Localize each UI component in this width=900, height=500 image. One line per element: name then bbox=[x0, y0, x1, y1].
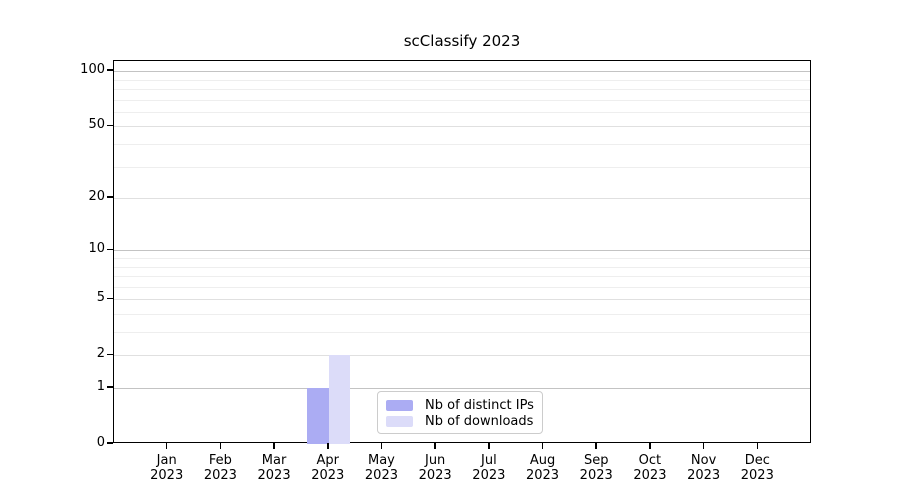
legend: Nb of distinct IPs Nb of downloads bbox=[377, 391, 543, 434]
gridline bbox=[114, 144, 810, 146]
x-tick-label: Jul 2023 bbox=[449, 453, 529, 483]
x-tick-year: 2023 bbox=[311, 468, 345, 483]
gridline bbox=[114, 126, 810, 128]
bar-nb-of-distinct-ips bbox=[307, 388, 329, 444]
y-tick-label: 0 bbox=[96, 435, 105, 450]
y-tick-label: 2 bbox=[96, 346, 105, 362]
x-tick bbox=[702, 443, 705, 449]
gridline bbox=[114, 266, 810, 268]
gridline bbox=[114, 198, 810, 200]
x-tick-label: May 2023 bbox=[341, 453, 421, 483]
gridline bbox=[114, 166, 810, 168]
x-tick-month: Feb bbox=[208, 453, 232, 468]
gridline bbox=[114, 111, 810, 113]
x-tick bbox=[219, 443, 222, 449]
x-tick-year: 2023 bbox=[203, 468, 237, 483]
y-tick-label: 1 bbox=[96, 379, 105, 394]
y-tick-label: 20 bbox=[88, 189, 105, 205]
x-tick-label: Jan 2023 bbox=[127, 453, 207, 483]
y-tick bbox=[107, 124, 113, 127]
x-tick-year: 2023 bbox=[150, 468, 184, 483]
x-tick-year: 2023 bbox=[418, 468, 452, 483]
x-tick-month: Dec bbox=[744, 453, 770, 468]
x-tick-month: Nov bbox=[690, 453, 717, 468]
x-tick-month: Jan bbox=[156, 453, 177, 468]
gridline bbox=[114, 313, 810, 315]
gridline bbox=[114, 89, 810, 91]
x-tick bbox=[756, 443, 759, 449]
legend-swatch-downloads bbox=[386, 415, 413, 427]
x-tick bbox=[595, 443, 597, 449]
gridline bbox=[114, 99, 810, 101]
x-tick-year: 2023 bbox=[525, 468, 560, 483]
legend-entry-distinct-ips: Nb of distinct IPs bbox=[386, 397, 534, 413]
x-tick-year: 2023 bbox=[740, 468, 774, 483]
x-tick bbox=[165, 443, 168, 449]
x-tick-label: Jun 2023 bbox=[395, 453, 475, 483]
x-tick-month: May bbox=[368, 453, 395, 468]
y-tick bbox=[107, 69, 113, 71]
x-tick-year: 2023 bbox=[257, 468, 291, 483]
gridline bbox=[114, 258, 810, 259]
x-tick-label: Mar 2023 bbox=[234, 453, 314, 483]
x-tick-month: Jun bbox=[424, 453, 446, 468]
plot-area bbox=[113, 60, 811, 444]
y-tick bbox=[107, 442, 113, 444]
x-tick-label: Apr 2023 bbox=[288, 453, 368, 483]
x-tick-year: 2023 bbox=[472, 468, 506, 483]
legend-label: Nb of distinct IPs bbox=[425, 397, 534, 413]
gridline bbox=[114, 355, 810, 357]
x-tick-label: Feb 2023 bbox=[180, 453, 260, 483]
x-tick-year: 2023 bbox=[579, 468, 613, 483]
y-tick bbox=[107, 248, 113, 251]
x-tick-label: Oct 2023 bbox=[610, 453, 690, 483]
legend-swatch-distinct-ips bbox=[386, 399, 413, 411]
gridline bbox=[114, 79, 810, 81]
x-tick-month: Aug bbox=[529, 453, 556, 468]
x-tick-year: 2023 bbox=[364, 468, 398, 483]
gridline bbox=[114, 71, 810, 73]
gridline bbox=[114, 299, 810, 301]
x-tick bbox=[327, 443, 329, 449]
x-tick bbox=[649, 443, 651, 449]
y-tick bbox=[107, 386, 113, 388]
gridline bbox=[114, 332, 810, 334]
legend-label: Nb of downloads bbox=[425, 413, 534, 429]
x-tick-year: 2023 bbox=[687, 468, 721, 483]
x-tick-label: Dec 2023 bbox=[717, 453, 797, 483]
y-tick-label: 10 bbox=[88, 241, 105, 257]
gridline bbox=[114, 286, 810, 288]
legend-entry-downloads: Nb of downloads bbox=[386, 413, 533, 429]
x-tick bbox=[380, 443, 383, 449]
x-tick bbox=[434, 443, 436, 449]
x-tick-label: Aug 2023 bbox=[503, 453, 583, 483]
chart-title: scClassify 2023 bbox=[403, 32, 521, 50]
x-tick-month: Apr bbox=[316, 453, 340, 468]
gridline bbox=[114, 388, 810, 389]
x-tick-month: Oct bbox=[638, 453, 662, 468]
bar-nb-of-downloads bbox=[328, 355, 351, 444]
x-tick-year: 2023 bbox=[633, 468, 667, 483]
x-tick-label: Nov 2023 bbox=[664, 453, 744, 483]
y-tick bbox=[107, 353, 113, 355]
y-tick-label: 100 bbox=[80, 62, 105, 78]
x-tick bbox=[541, 443, 544, 449]
y-tick bbox=[107, 196, 113, 198]
x-tick bbox=[488, 443, 490, 449]
y-tick bbox=[107, 297, 113, 299]
x-tick-label: Sep 2023 bbox=[556, 453, 636, 483]
y-tick-label: 5 bbox=[96, 290, 105, 306]
x-tick-month: Mar bbox=[261, 453, 287, 468]
y-tick-label: 50 bbox=[88, 117, 105, 133]
gridline bbox=[114, 276, 810, 278]
gridline bbox=[114, 250, 810, 252]
x-tick bbox=[273, 443, 275, 449]
x-tick-month: Sep bbox=[583, 453, 609, 468]
x-tick-month: Jul bbox=[481, 453, 497, 468]
